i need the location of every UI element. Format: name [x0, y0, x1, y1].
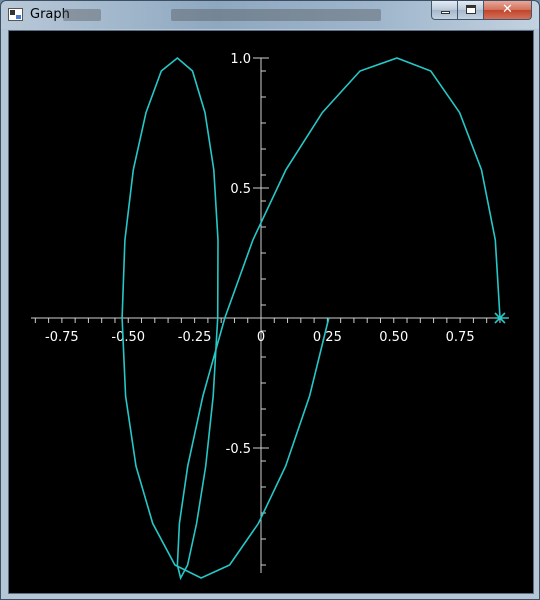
minimize-icon — [441, 11, 450, 14]
y-tick-label: 1.0 — [230, 52, 251, 67]
app-window-icon[interactable] — [8, 8, 23, 21]
window-title: Graph — [30, 7, 70, 22]
series-end-marker — [494, 312, 508, 324]
window-controls: ✕ — [431, 1, 535, 21]
close-icon: ✕ — [502, 2, 513, 17]
maximize-icon — [466, 5, 476, 14]
graph-plot: -0.75 -0.50 -0.25 0 0.25 0.50 0.75 1.0 0.5 -0.5 — [31, 52, 509, 581]
x-tick-label: 0.75 — [446, 330, 475, 345]
maximize-button[interactable] — [458, 1, 484, 20]
title-bar[interactable]: Graph ✕ — [1, 1, 539, 29]
background-window-title-ghost — [63, 9, 101, 21]
background-window-title-ghost — [171, 9, 381, 21]
close-button[interactable]: ✕ — [484, 1, 532, 20]
series-line — [121, 56, 501, 581]
x-tick-label: -0.75 — [45, 330, 79, 345]
minimize-button[interactable] — [431, 1, 458, 20]
x-tick-label: 0 — [257, 330, 265, 345]
x-tick-label: -0.50 — [111, 330, 145, 345]
y-tick-label: -0.5 — [226, 442, 251, 457]
y-tick-label: 0.5 — [230, 182, 251, 197]
graph-canvas: -0.75 -0.50 -0.25 0 0.25 0.50 0.75 1.0 0.5 -0.5 — [8, 30, 534, 594]
x-tick-label: 0.50 — [379, 330, 408, 345]
x-tick-label: -0.25 — [178, 330, 212, 345]
x-tick-label: 0.25 — [313, 330, 342, 345]
